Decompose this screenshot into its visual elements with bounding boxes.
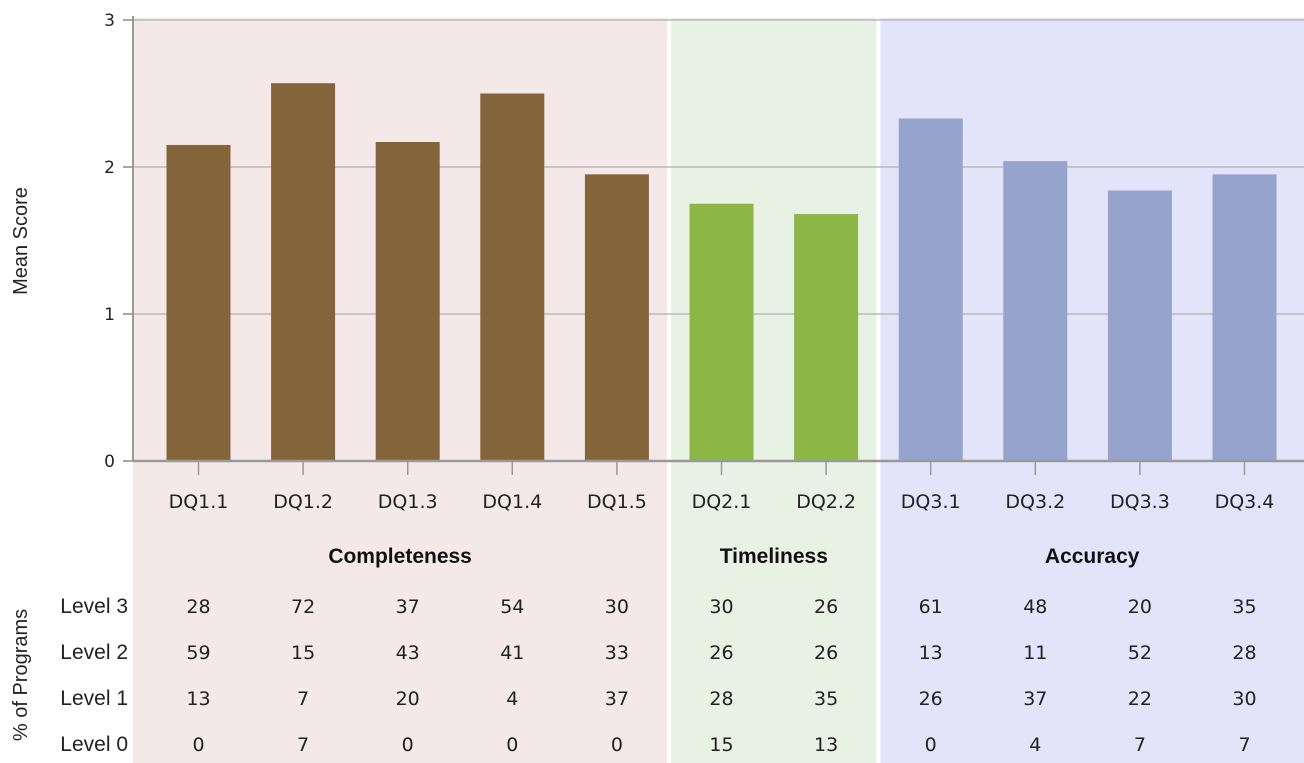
table-cell: 61 <box>919 596 943 618</box>
table-cell: 26 <box>814 596 838 618</box>
y-tick-label: 0 <box>104 452 115 472</box>
group-label: Completeness <box>328 545 472 568</box>
table-row-label: Level 0 <box>60 733 128 756</box>
y-axis-label: Mean Score <box>10 187 32 295</box>
table-cell: 52 <box>1128 642 1152 664</box>
bar-dq3-4 <box>1212 174 1277 461</box>
table-cell: 15 <box>709 734 733 756</box>
table-cell: 35 <box>1232 596 1256 618</box>
x-tick-label: DQ3.2 <box>1005 491 1065 513</box>
table-cell: 37 <box>605 688 629 710</box>
table-cell: 4 <box>506 688 518 710</box>
table-cell: 11 <box>1023 642 1047 664</box>
x-tick-label: DQ1.4 <box>482 491 542 513</box>
table-cell: 0 <box>611 734 623 756</box>
table-cell: 7 <box>297 734 309 756</box>
x-tick-label: DQ3.1 <box>901 491 961 513</box>
table-axis-label: % of Programs <box>10 609 32 741</box>
table-cell: 0 <box>402 734 414 756</box>
table-cell: 28 <box>709 688 733 710</box>
table-cell: 26 <box>814 642 838 664</box>
y-tick-label: 1 <box>104 305 115 325</box>
table-cell: 28 <box>1232 642 1256 664</box>
table-cell: 43 <box>396 642 420 664</box>
y-tick-label: 3 <box>104 11 115 31</box>
table-cell: 37 <box>396 596 420 618</box>
table-cell: 15 <box>291 642 315 664</box>
table-row-label: Level 1 <box>60 687 128 710</box>
table-row-label: Level 3 <box>60 595 128 618</box>
table-cell: 13 <box>186 688 210 710</box>
group-label: Accuracy <box>1045 545 1140 568</box>
bar-dq2-2 <box>794 214 859 461</box>
bar-dq3-1 <box>898 118 963 462</box>
x-tick-label: DQ1.2 <box>273 491 333 513</box>
bar-dq3-2 <box>1003 161 1068 461</box>
x-tick-label: DQ1.3 <box>378 491 438 513</box>
x-tick-label: DQ2.2 <box>796 491 856 513</box>
table-cell: 59 <box>186 642 210 664</box>
table-cell: 30 <box>1232 688 1256 710</box>
table-cell: 7 <box>1238 734 1250 756</box>
x-tick-label: DQ3.3 <box>1110 491 1170 513</box>
bar-dq3-3 <box>1107 190 1172 461</box>
table-cell: 26 <box>919 688 943 710</box>
bar-dq1-4 <box>480 93 545 461</box>
table-cell: 20 <box>1128 596 1152 618</box>
bar-dq1-2 <box>271 83 336 462</box>
table-cell: 0 <box>506 734 518 756</box>
y-tick-label: 2 <box>104 158 115 178</box>
table-cell: 7 <box>297 688 309 710</box>
table-cell: 35 <box>814 688 838 710</box>
table-cell: 4 <box>1029 734 1041 756</box>
table-cell: 33 <box>605 642 629 664</box>
table-cell: 7 <box>1134 734 1146 756</box>
table-cell: 26 <box>709 642 733 664</box>
table-cell: 30 <box>605 596 629 618</box>
table-cell: 28 <box>186 596 210 618</box>
table-cell: 22 <box>1128 688 1152 710</box>
table-cell: 13 <box>814 734 838 756</box>
table-cell: 13 <box>919 642 943 664</box>
table-cell: 30 <box>709 596 733 618</box>
x-tick-label: DQ2.1 <box>692 491 752 513</box>
table-cell: 48 <box>1023 596 1047 618</box>
table-cell: 0 <box>925 734 937 756</box>
table-cell: 20 <box>396 688 420 710</box>
bar-dq1-3 <box>375 142 440 461</box>
table-row-label: Level 2 <box>60 641 128 664</box>
x-tick-label: DQ3.4 <box>1215 491 1275 513</box>
bar-dq1-1 <box>166 144 231 461</box>
bar-dq2-1 <box>689 203 754 461</box>
group-label: Timeliness <box>720 545 828 568</box>
table-cell: 72 <box>291 596 315 618</box>
x-tick-label: DQ1.5 <box>587 491 647 513</box>
table-cell: 0 <box>192 734 204 756</box>
table-cell: 54 <box>500 596 524 618</box>
x-tick-label: DQ1.1 <box>169 491 229 513</box>
table-cell: 41 <box>500 642 524 664</box>
bar-dq1-5 <box>584 174 649 461</box>
table-cell: 37 <box>1023 688 1047 710</box>
